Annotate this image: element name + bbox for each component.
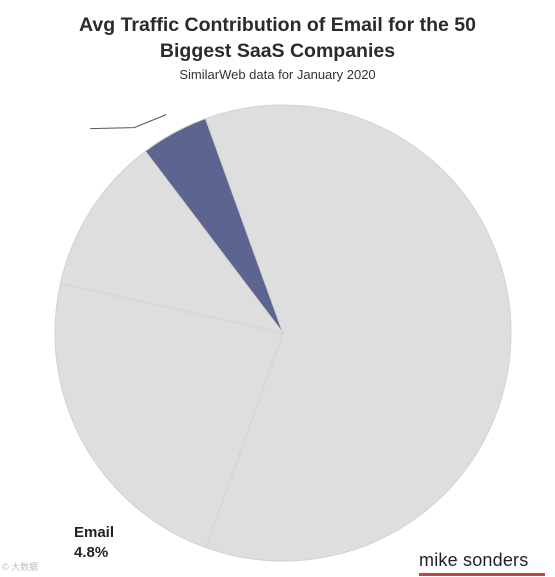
email-leader-line xyxy=(90,114,167,130)
watermark: © 大数据 xyxy=(2,562,39,572)
chart-title: Avg Traffic Contribution of Email for th… xyxy=(0,12,555,64)
chart-title-line-2: Biggest SaaS Companies xyxy=(159,40,396,62)
pie-slice-2 xyxy=(54,282,284,549)
brand-underline xyxy=(419,573,545,576)
pie-slices xyxy=(54,104,512,562)
chart-subtitle: SimilarWeb data for January 2020 xyxy=(179,67,376,82)
pie-slice-1 xyxy=(204,104,512,562)
chart-title-line-1: Avg Traffic Contribution of Email for th… xyxy=(79,14,476,36)
brand-logo: mike sonders xyxy=(419,550,529,570)
email-slice-name-label: Email xyxy=(74,524,115,541)
email-slice-value-label: 4.8% xyxy=(74,544,109,561)
pie-slice-3 xyxy=(59,150,285,334)
